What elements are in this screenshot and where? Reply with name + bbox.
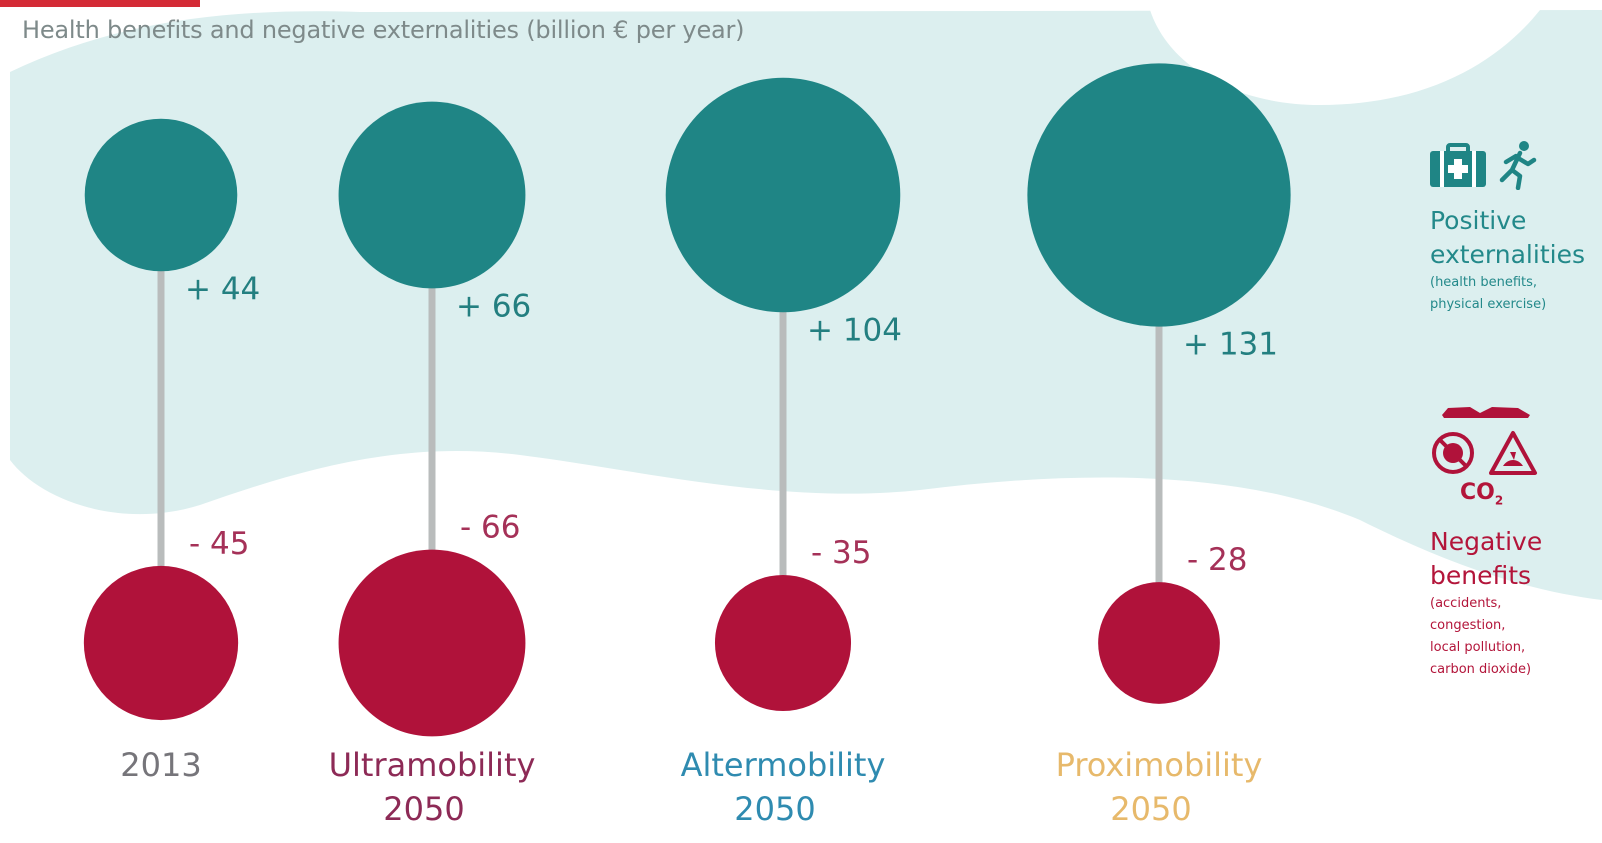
- first-aid-kit-icon: [1430, 143, 1486, 187]
- negative-bubble: [338, 549, 526, 737]
- no-entry-icon: [1432, 432, 1474, 474]
- legend-negative-note-line2: congestion,: [1430, 618, 1506, 634]
- background-white-cutout: [1150, 10, 1540, 105]
- legend-positive-note-line2: physical exercise): [1430, 297, 1547, 312]
- running-person-icon: [1499, 141, 1537, 190]
- top-accent-tab: [0, 0, 200, 7]
- negative-value-label: - 28: [1187, 542, 1248, 578]
- category-sublabel: 2050: [1110, 790, 1191, 828]
- legend-negative-note-line4: carbon dioxide): [1430, 662, 1532, 678]
- negative-bubble: [83, 565, 239, 721]
- legend-positive: Positive externalities (health benefits,…: [1430, 140, 1602, 316]
- legend-negative-title-line2: benefits: [1430, 561, 1532, 591]
- legend-positive-note-line1: (health benefits,: [1430, 275, 1538, 290]
- negative-bubble: [714, 574, 852, 712]
- negative-bubble: [1098, 582, 1220, 704]
- negative-value-label: - 35: [811, 535, 872, 571]
- legend-negative-note-line1: (accidents,: [1430, 596, 1502, 612]
- legend-negative-title-line1: Negative: [1430, 527, 1543, 557]
- legend-positive-title-line2: externalities: [1430, 240, 1585, 269]
- positive-value-label: + 131: [1183, 327, 1278, 363]
- legend-negative: CO2 Negative benefits (accidents, conges…: [1430, 403, 1602, 681]
- category-label: Proximobility: [1056, 746, 1263, 784]
- legend-positive-title-line1: Positive: [1430, 206, 1527, 235]
- co2-icon: CO2: [1460, 480, 1504, 508]
- positive-bubble: [1027, 63, 1291, 327]
- legend-positive-icons: [1430, 140, 1602, 190]
- category-label: Ultramobility: [329, 746, 536, 784]
- chart-title: Health benefits and negative externaliti…: [22, 16, 745, 44]
- category-sublabel: 2050: [734, 790, 815, 828]
- negative-value-label: - 45: [189, 526, 250, 562]
- warning-triangle-icon: [1489, 431, 1537, 475]
- positive-bubble: [665, 77, 901, 313]
- car-crash-icon: [1442, 407, 1530, 418]
- positive-value-label: + 104: [807, 312, 902, 348]
- category-label: 2013: [120, 746, 201, 784]
- positive-bubble: [84, 118, 238, 272]
- legend-negative-icons: [1430, 430, 1602, 476]
- chart-marks: + 44 - 45 2013 + 66 - 66 Ultramobility 2050 + 1…: [83, 63, 1291, 828]
- positive-value-label: + 44: [185, 271, 260, 307]
- negative-value-label: - 66: [460, 510, 521, 546]
- category-label: Altermobility: [681, 746, 886, 784]
- category-sublabel: 2050: [383, 790, 464, 828]
- legend-negative-note-line3: local pollution,: [1430, 640, 1526, 656]
- positive-bubble: [338, 101, 526, 289]
- positive-value-label: + 66: [456, 288, 531, 324]
